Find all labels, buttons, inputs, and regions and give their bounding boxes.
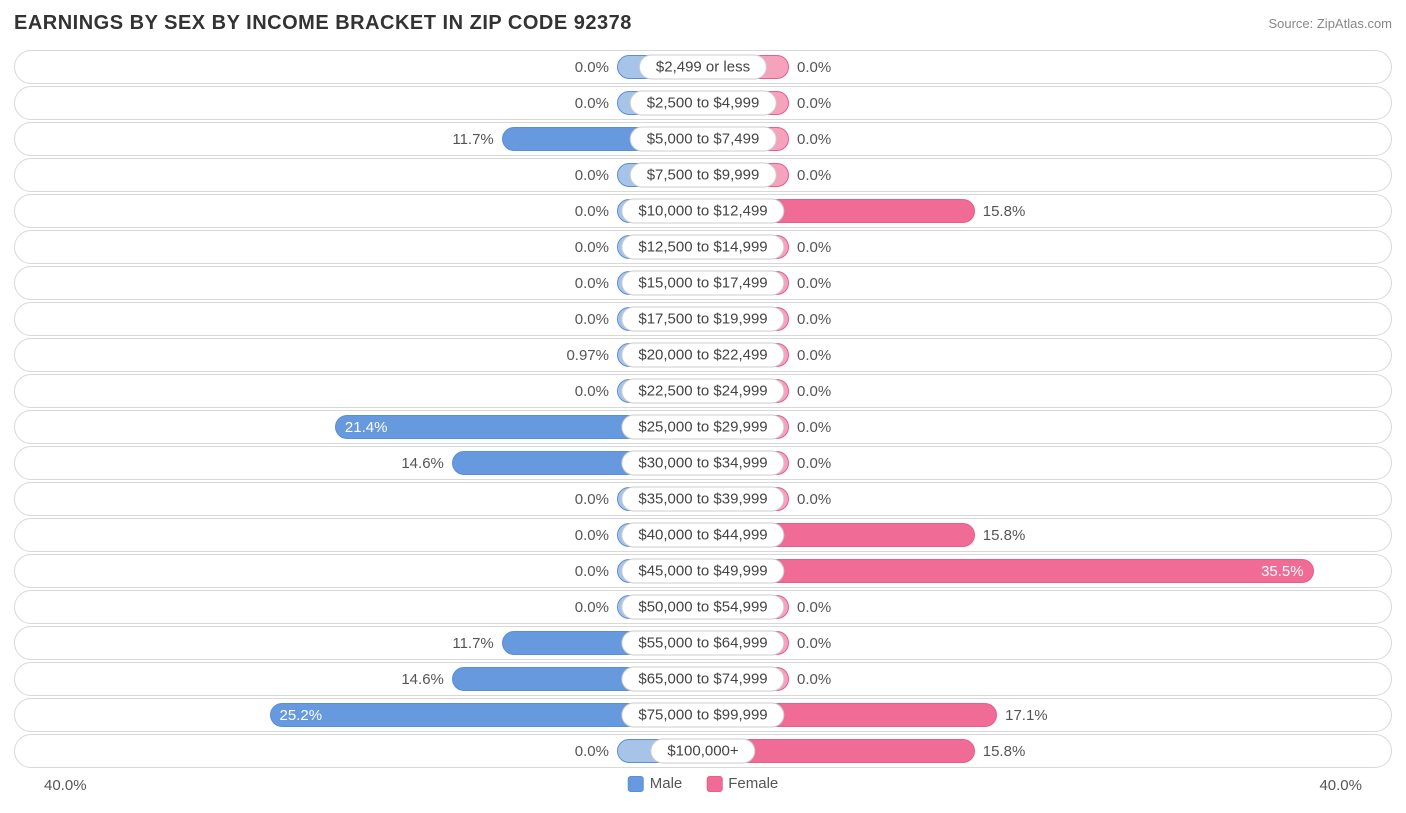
male-value-label: 0.0% (575, 159, 617, 191)
source-attribution: Source: ZipAtlas.com (1268, 16, 1392, 31)
category-label: $40,000 to $44,999 (621, 523, 784, 548)
chart-row: 0.0% 0.0%$22,500 to $24,999 (14, 374, 1392, 408)
female-value-label: 0.0% (789, 483, 831, 515)
category-label: $20,000 to $22,499 (621, 343, 784, 368)
female-value-label: 0.0% (789, 267, 831, 299)
chart-row: 0.0% 0.0% $7,500 to $9,999 (14, 158, 1392, 192)
category-label: $12,500 to $14,999 (621, 235, 784, 260)
chart-row: 25.2% 17.1% $75,000 to $99,999 (14, 698, 1392, 732)
chart-row: 14.6% 0.0%$65,000 to $74,999 (14, 662, 1392, 696)
chart-row: 11.7% 0.0% $5,000 to $7,499 (14, 122, 1392, 156)
male-value-label: 14.6% (401, 663, 452, 695)
male-value-label: 14.6% (401, 447, 452, 479)
category-label: $35,000 to $39,999 (621, 487, 784, 512)
chart-row: 0.0% 15.8% $100,000+ (14, 734, 1392, 768)
category-label: $10,000 to $12,499 (621, 199, 784, 224)
female-value-label: 0.0% (789, 663, 831, 695)
female-value-label: 0.0% (789, 159, 831, 191)
category-label: $25,000 to $29,999 (621, 415, 784, 440)
chart-row: 0.0% 15.8% $40,000 to $44,999 (14, 518, 1392, 552)
category-label: $15,000 to $17,499 (621, 271, 784, 296)
category-label: $7,500 to $9,999 (630, 163, 777, 188)
chart-row: 0.0% 0.0%$50,000 to $54,999 (14, 590, 1392, 624)
butterfly-chart: 0.0% 0.0% $2,499 or less 0.0% 0.0% $2,500 to … (14, 50, 1392, 763)
male-value-label: 0.0% (575, 231, 617, 263)
chart-row: 14.6% 0.0%$30,000 to $34,999 (14, 446, 1392, 480)
chart-row: 0.97% 0.0%$20,000 to $22,499 (14, 338, 1392, 372)
category-label: $100,000+ (650, 739, 755, 764)
female-swatch-icon (706, 776, 722, 792)
male-value-label: 0.0% (575, 195, 617, 227)
category-label: $2,499 or less (639, 55, 767, 80)
category-label: $17,500 to $19,999 (621, 307, 784, 332)
chart-title: EARNINGS BY SEX BY INCOME BRACKET IN ZIP… (14, 12, 632, 35)
female-value-label: 0.0% (789, 591, 831, 623)
male-value-label: 0.0% (575, 51, 617, 83)
male-value-label: 0.0% (575, 735, 617, 767)
female-bar (703, 559, 1314, 583)
female-value-label: 17.1% (997, 699, 1048, 731)
male-value-label: 0.0% (575, 519, 617, 551)
legend-item-female: Female (706, 775, 778, 792)
chart-row: 21.4% 0.0%$25,000 to $29,999 (14, 410, 1392, 444)
chart-row: 11.7% 0.0%$55,000 to $64,999 (14, 626, 1392, 660)
male-value-label: 0.97% (566, 339, 617, 371)
category-label: $75,000 to $99,999 (621, 703, 784, 728)
female-value-label: 15.8% (975, 519, 1026, 551)
female-value-label: 0.0% (789, 339, 831, 371)
female-value-label: 0.0% (789, 303, 831, 335)
chart-row: 0.0% 0.0% $2,499 or less (14, 50, 1392, 84)
female-value-label: 15.8% (975, 195, 1026, 227)
female-value-label: 15.8% (975, 735, 1026, 767)
male-value-label: 0.0% (575, 555, 617, 587)
female-value-label: 0.0% (789, 51, 831, 83)
chart-row: 0.0% 0.0%$15,000 to $17,499 (14, 266, 1392, 300)
chart-row: 0.0% 0.0%$35,000 to $39,999 (14, 482, 1392, 516)
legend-label-male: Male (650, 775, 683, 792)
male-value-label: 0.0% (575, 375, 617, 407)
category-label: $50,000 to $54,999 (621, 595, 784, 620)
male-value-label: 0.0% (575, 483, 617, 515)
male-value-label: 11.7% (452, 123, 501, 155)
legend-label-female: Female (728, 775, 778, 792)
male-swatch-icon (628, 776, 644, 792)
male-value-label: 0.0% (575, 303, 617, 335)
male-value-label: 0.0% (575, 591, 617, 623)
category-label: $65,000 to $74,999 (621, 667, 784, 692)
male-value-label: 0.0% (575, 87, 617, 119)
male-value-label: 11.7% (452, 627, 501, 659)
female-value-label: 0.0% (789, 123, 831, 155)
axis-max-left: 40.0% (44, 777, 87, 794)
female-value-label: 0.0% (789, 627, 831, 659)
chart-row: 0.0% 0.0%$12,500 to $14,999 (14, 230, 1392, 264)
category-label: $55,000 to $64,999 (621, 631, 784, 656)
male-value-label: 0.0% (575, 267, 617, 299)
axis-max-right: 40.0% (1319, 777, 1362, 794)
chart-row: 0.0% 0.0% $2,500 to $4,999 (14, 86, 1392, 120)
male-value-label: 21.4% (335, 411, 396, 443)
legend-item-male: Male (628, 775, 683, 792)
category-label: $45,000 to $49,999 (621, 559, 784, 584)
female-value-label: 35.5% (1253, 555, 1314, 587)
chart-row: 0.0% 15.8% $10,000 to $12,499 (14, 194, 1392, 228)
male-value-label: 25.2% (270, 699, 331, 731)
legend: Male Female (628, 775, 779, 792)
category-label: $30,000 to $34,999 (621, 451, 784, 476)
chart-row: 0.0% 35.5% $45,000 to $49,999 (14, 554, 1392, 588)
female-value-label: 0.0% (789, 231, 831, 263)
female-value-label: 0.0% (789, 411, 831, 443)
female-value-label: 0.0% (789, 447, 831, 479)
category-label: $5,000 to $7,499 (630, 127, 777, 152)
chart-row: 0.0% 0.0%$17,500 to $19,999 (14, 302, 1392, 336)
category-label: $2,500 to $4,999 (630, 91, 777, 116)
chart-footer: 40.0% 40.0% Male Female (14, 773, 1392, 801)
category-label: $22,500 to $24,999 (621, 379, 784, 404)
female-value-label: 0.0% (789, 87, 831, 119)
female-value-label: 0.0% (789, 375, 831, 407)
